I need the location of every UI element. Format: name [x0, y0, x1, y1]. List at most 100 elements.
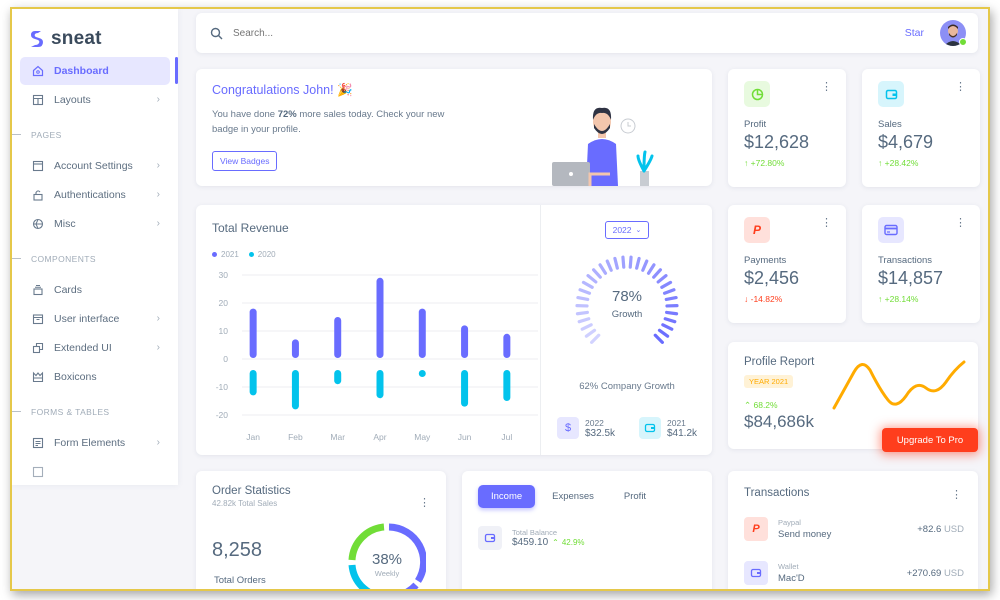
sidebar-item-label: Account Settings [54, 160, 133, 172]
year-select-dropdown[interactable]: 2022 ⌄ [605, 221, 649, 239]
order-statistics-card: Order Statistics 42.82k Total Sales ⋮ 8,… [196, 471, 446, 589]
sidebar-item-cutoff[interactable] [20, 458, 170, 485]
svg-text:Apr: Apr [373, 432, 386, 442]
congrats-highlight: 72% [277, 109, 297, 120]
profile-value: $84,686k [744, 412, 814, 431]
chart-pie-icon [744, 81, 770, 107]
github-star-link[interactable]: Star [904, 27, 924, 39]
sidebar-item-label: Extended UI [54, 342, 112, 354]
tab-expenses[interactable]: Expenses [552, 491, 594, 502]
income-tabs: Income Expenses Profit [478, 485, 696, 508]
tab-profit[interactable]: Profit [623, 491, 647, 502]
legend-item-2020[interactable]: 2020 [248, 250, 276, 259]
growth-stat-value: $41.2k [667, 427, 698, 439]
arrow-up-icon: ↑ [744, 158, 751, 168]
sidebar-item-cards[interactable]: Cards [20, 276, 170, 304]
window-icon [31, 159, 45, 173]
stat-value: $12,628 [744, 132, 810, 152]
sidebar-item-misc[interactable]: Misc › [20, 210, 170, 238]
transaction-amount: +270.69 USD [907, 568, 964, 579]
stat-delta: ↑ +72.80% [744, 158, 830, 168]
upgrade-to-pro-button[interactable]: Upgrade To Pro [882, 428, 978, 452]
chevron-up-icon: ⌃ [552, 538, 559, 547]
sidebar-item-extended-ui[interactable]: Extended UI › [20, 334, 170, 362]
transaction-row[interactable]: Wallet Mac'D +270.69 USD [744, 561, 964, 585]
svg-text:Jan: Jan [246, 432, 260, 442]
search-input[interactable] [233, 27, 433, 39]
congrats-text: You have done 72% more sales today. Chec… [212, 107, 472, 137]
view-badges-button[interactable]: View Badges [212, 151, 278, 171]
more-options-icon[interactable]: ⋮ [951, 489, 962, 501]
layout-icon [31, 93, 45, 107]
sidebar-nav: Dashboard Layouts › PAGES Account Settin… [12, 55, 178, 485]
sidebar-item-label: Cards [54, 284, 83, 296]
sidebar-item-label: Layouts [54, 94, 91, 106]
arrow-down-icon: ↓ [744, 294, 751, 304]
svg-text:Jun: Jun [458, 432, 472, 442]
total-orders-label: Total Orders [214, 575, 266, 586]
sidebar-item-account-settings[interactable]: Account Settings › [20, 152, 170, 180]
search-icon[interactable] [210, 27, 223, 40]
year-select-value: 2022 [612, 225, 632, 235]
more-options-icon[interactable]: ⋮ [419, 497, 430, 509]
svg-text:Jul: Jul [501, 432, 512, 442]
sidebar-item-authentications[interactable]: Authentications › [20, 181, 170, 209]
transaction-row[interactable]: P Paypal Send money +82.6 USD [744, 517, 964, 541]
amount-currency: USD [943, 523, 964, 535]
svg-text:20: 20 [219, 298, 229, 308]
congrats-text-part: You have done [212, 109, 278, 120]
sidebar-item-label: Boxicons [54, 371, 97, 383]
sidebar-item-user-interface[interactable]: User interface › [20, 305, 170, 333]
sidebar-item-label: User interface [54, 313, 120, 325]
more-options-icon[interactable]: ⋮ [955, 217, 966, 229]
sidebar-item-dashboard[interactable]: Dashboard [20, 57, 170, 85]
revenue-title: Total Revenue [212, 221, 289, 235]
stat-label: Payments [744, 255, 787, 266]
stat-value: $2,456 [744, 268, 800, 288]
sidebar-item-boxicons[interactable]: Boxicons [20, 363, 170, 391]
delta-value: +28.42% [884, 158, 919, 168]
sidebar-item-layouts[interactable]: Layouts › [20, 86, 170, 114]
donut-label: Weekly [374, 569, 400, 578]
chevron-right-icon: › [156, 342, 160, 353]
delta-value: 68.2% [753, 400, 778, 410]
chevron-up-icon: ⌃ [744, 400, 754, 410]
more-options-icon[interactable]: ⋮ [821, 217, 832, 229]
wallet-icon [639, 417, 661, 439]
legend-item-2021[interactable]: 2021 [212, 250, 239, 259]
transaction-source: Paypal [778, 518, 801, 527]
svg-text:Mar: Mar [330, 432, 345, 442]
amount-value: +82.6 [917, 523, 942, 535]
brand[interactable]: sneat [12, 9, 178, 55]
crown-icon [31, 370, 45, 384]
legend-label: 2020 [257, 250, 276, 259]
user-avatar[interactable] [940, 20, 967, 46]
tab-income[interactable]: Income [478, 485, 536, 508]
home-icon [31, 64, 45, 78]
amount-currency: USD [943, 567, 964, 579]
chart-legend: 2021 2020 [212, 250, 276, 259]
balance-value: $459.10 ⌃ 42.9% [512, 537, 585, 548]
svg-text:Feb: Feb [288, 432, 303, 442]
svg-text:10: 10 [219, 326, 229, 336]
growth-radial-gauge [575, 255, 679, 344]
cube-icon [31, 217, 45, 231]
lock-icon [31, 188, 45, 202]
box-icon [31, 312, 45, 326]
more-options-icon[interactable]: ⋮ [821, 81, 832, 93]
growth-stat-2021: 2021 $41.2k [639, 417, 697, 439]
svg-text:0: 0 [223, 354, 228, 364]
wallet-icon [744, 561, 768, 585]
more-options-icon[interactable]: ⋮ [955, 81, 966, 93]
balance-label: Total Balance [512, 528, 558, 537]
total-orders-value: 8,258 [212, 539, 263, 561]
transactions-title: Transactions [744, 487, 810, 499]
amount-value: +270.69 [906, 567, 942, 579]
sidebar-item-form-elements[interactable]: Form Elements › [20, 429, 170, 457]
growth-stat-2022: $ 2022 $32.5k [557, 417, 615, 439]
profit-card: ⋮ Profit $12,628 ↑ +72.80% [728, 69, 846, 187]
top-navbar: Star [196, 13, 978, 53]
congrats-text-part: more sales today. Check your new badge i… [212, 109, 445, 135]
svg-text:-10: -10 [216, 382, 229, 392]
credit-card-icon [878, 217, 904, 243]
